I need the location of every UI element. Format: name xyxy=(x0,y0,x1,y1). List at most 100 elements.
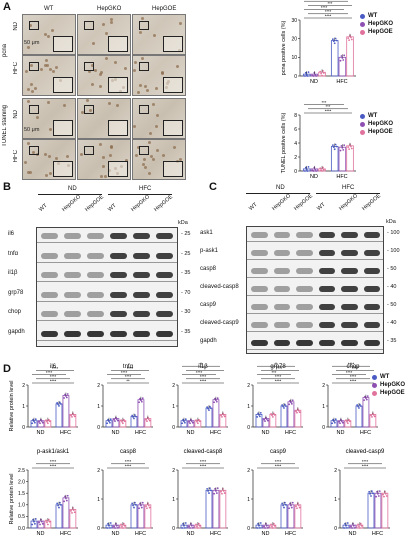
legend-label: WT xyxy=(368,113,378,119)
data-point xyxy=(290,504,292,507)
x-tick-label: ND xyxy=(187,531,195,537)
significance-label: **** xyxy=(275,463,282,468)
data-point xyxy=(258,524,260,527)
blot-c-band xyxy=(273,250,290,256)
significance-label: *** xyxy=(272,370,277,375)
data-point xyxy=(342,148,345,151)
significance-label: **** xyxy=(325,9,332,14)
scale-bar-label-1: 50 μm xyxy=(24,40,40,46)
data-point xyxy=(213,401,216,404)
blot-b-blot-strip xyxy=(37,230,177,243)
significance-label: **** xyxy=(127,366,134,371)
data-point xyxy=(183,421,186,424)
data-point xyxy=(115,418,118,421)
bar xyxy=(137,399,145,428)
data-point xyxy=(190,524,193,527)
data-point xyxy=(271,416,274,418)
panel-c-label: C xyxy=(209,181,217,193)
y-tick-label: 10 xyxy=(291,55,297,61)
panel-a-label: A xyxy=(3,1,11,13)
data-point xyxy=(70,509,72,512)
data-point xyxy=(73,511,76,514)
data-point xyxy=(47,518,50,521)
data-point xyxy=(321,170,323,172)
y-tick-label: 4 xyxy=(294,141,297,147)
data-point xyxy=(348,148,351,151)
chart-title: chop xyxy=(346,364,360,370)
blot-b-row-label: tnfα xyxy=(8,250,19,257)
data-point xyxy=(322,72,325,74)
data-point xyxy=(265,524,268,527)
data-point xyxy=(140,400,143,403)
significance-label: **** xyxy=(50,459,57,464)
zoom-inset xyxy=(53,120,73,136)
blot-b-band xyxy=(133,291,150,298)
data-point xyxy=(183,420,185,423)
blot-c-band xyxy=(318,268,335,274)
data-point xyxy=(257,522,259,525)
data-point xyxy=(31,422,34,425)
data-point xyxy=(198,524,201,527)
data-point xyxy=(339,422,341,425)
y-tick-label: 0 xyxy=(172,526,175,532)
blot-c-blot-strip xyxy=(247,229,383,242)
data-point xyxy=(123,420,126,423)
significance-label: **** xyxy=(125,463,132,468)
data-point xyxy=(358,527,361,529)
data-point xyxy=(64,393,66,396)
data-point xyxy=(223,492,226,494)
blot-b-band xyxy=(87,233,104,239)
data-point xyxy=(344,522,346,525)
bar xyxy=(346,36,354,77)
data-point xyxy=(281,404,284,406)
data-point xyxy=(65,396,68,399)
significance-label: *** xyxy=(278,366,283,371)
data-point xyxy=(56,502,59,505)
data-point xyxy=(271,414,273,417)
data-point xyxy=(343,54,346,57)
data-point xyxy=(273,414,276,416)
data-point xyxy=(72,509,75,512)
data-point xyxy=(321,74,323,77)
blot-c-kda: kDa xyxy=(386,219,396,225)
blot-c-band xyxy=(251,250,268,256)
significance-label: **** xyxy=(352,366,359,371)
blot-c-row-label: ask1 xyxy=(200,230,213,236)
data-point xyxy=(306,170,309,172)
micrograph-r1-c2 xyxy=(77,14,131,55)
data-point xyxy=(346,422,349,425)
data-point xyxy=(181,527,184,529)
data-point xyxy=(209,407,212,409)
blot-c-kda-marker: - 100 xyxy=(387,230,400,236)
legend-marker xyxy=(360,121,365,127)
data-point xyxy=(146,507,148,510)
blot-b-row-label: il1β xyxy=(8,270,18,276)
data-point xyxy=(263,525,266,528)
bar xyxy=(374,492,382,529)
bar xyxy=(330,146,339,172)
data-point xyxy=(132,504,134,507)
panel-b-label: B xyxy=(3,181,11,193)
chart-title: casp8 xyxy=(120,449,137,455)
data-point xyxy=(133,414,136,416)
x-tick-label: HFC xyxy=(336,79,347,85)
legend-item-hepgoe: HepGOE xyxy=(372,389,405,397)
data-point xyxy=(360,524,363,527)
blot-c-band xyxy=(363,286,380,292)
micrograph-r3-c3 xyxy=(132,98,186,139)
x-tick-label: ND xyxy=(262,531,270,537)
data-point xyxy=(266,526,269,529)
data-point xyxy=(71,416,73,418)
data-point xyxy=(206,488,209,490)
blot-c-band xyxy=(296,232,313,238)
bar xyxy=(55,403,63,428)
data-point xyxy=(345,524,347,527)
blot-b-group-hfc: HFC xyxy=(139,186,152,192)
data-point xyxy=(335,145,338,148)
legend-marker xyxy=(360,29,365,35)
data-point xyxy=(183,524,185,527)
blot-c-band xyxy=(251,268,268,274)
significance-label: **** xyxy=(125,459,132,464)
blot-b-band xyxy=(110,311,127,317)
